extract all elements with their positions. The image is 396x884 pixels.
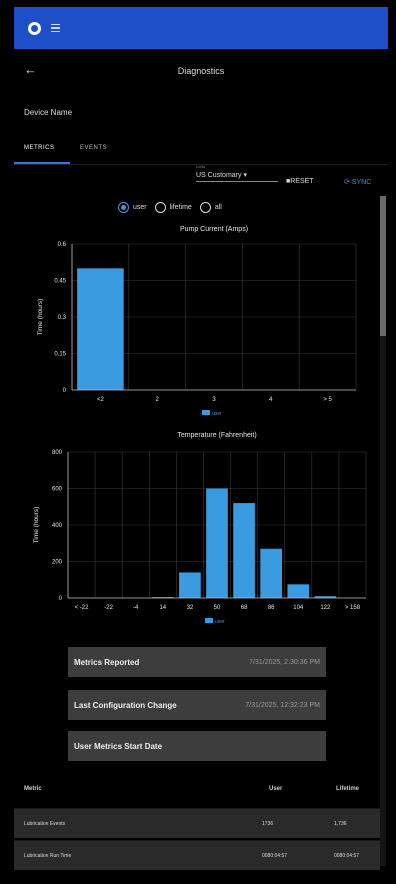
- cell-lifetime: 0080:04:57: [334, 853, 360, 859]
- y-axis-label: Time (hours): [37, 299, 44, 336]
- pump-current-chart: Pump Current (Amps) Time (hours) 0 0.15 0.3 0…: [37, 226, 357, 417]
- cell-user: 1736: [262, 821, 274, 827]
- x-tick-label: 14: [159, 605, 166, 611]
- chart-title: Temperature (Fahrenheit): [177, 432, 256, 439]
- y-tick-label: 400: [52, 523, 63, 529]
- bar: [260, 548, 283, 598]
- radio-user[interactable]: user: [118, 202, 147, 213]
- cell-metric: Lubrication Events: [24, 821, 66, 827]
- radio-icon[interactable]: [154, 202, 166, 213]
- tab-metrics[interactable]: METRICS: [14, 140, 70, 164]
- bar: [314, 596, 337, 598]
- metrics-table-header: Metric User Lifetime: [14, 768, 380, 808]
- x-tick-label: 104: [293, 605, 304, 611]
- y-tick-label: 0.3: [58, 315, 67, 321]
- tab-bar: METRICS EVENTS: [14, 140, 388, 164]
- scrollbar-track[interactable]: [380, 196, 386, 866]
- y-tick-label: 0.45: [54, 279, 66, 285]
- y-tick-label: 0: [59, 596, 63, 602]
- sync-button[interactable]: ⟳ SYNC: [344, 178, 371, 186]
- x-tick-label: < -22: [75, 605, 90, 611]
- x-tick-label: 86: [268, 605, 275, 611]
- logo-icon[interactable]: [28, 21, 41, 35]
- radio-label: lifetime: [169, 204, 192, 211]
- bar: [233, 503, 255, 598]
- x-tick-label: 3: [212, 397, 216, 403]
- units-select[interactable]: Units US Customary ▾: [196, 164, 278, 182]
- y-tick-label: 0: [63, 388, 67, 394]
- x-tick-label: -22: [104, 605, 113, 611]
- y-tick-label: 200: [52, 560, 63, 566]
- cell-lifetime: 1,736: [334, 821, 347, 827]
- y-axis-label: Time (hours): [33, 507, 40, 544]
- legend-swatch: [202, 410, 210, 415]
- info-label: Last Configuration Change: [74, 700, 177, 710]
- reset-label: RESET: [290, 178, 314, 185]
- x-tick-label: > 5: [323, 397, 332, 403]
- tab-divider: [14, 164, 388, 165]
- page-title: Diagnostics: [177, 66, 225, 76]
- user-metrics-start-date-button[interactable]: User Metrics Start Date: [68, 731, 326, 761]
- header-metric: Metric: [24, 786, 42, 792]
- app-bar: [14, 7, 388, 49]
- temperature-chart: Temperature (Fahrenheit) Time (hours) 0 200…: [33, 432, 367, 625]
- legend-swatch: [205, 618, 213, 623]
- back-arrow-icon[interactable]: ←: [24, 62, 37, 77]
- info-label: User Metrics Start Date: [74, 741, 163, 751]
- sync-icon: ⟳: [344, 179, 350, 186]
- units-value[interactable]: US Customary ▾: [196, 172, 247, 179]
- header-user: User: [269, 786, 283, 792]
- radio-icon[interactable]: [118, 202, 129, 213]
- chart-title: Pump Current (Amps): [180, 226, 248, 233]
- bar: [77, 268, 124, 390]
- radio-icon[interactable]: [199, 202, 211, 213]
- bar: [287, 584, 310, 598]
- scrollbar-thumb[interactable]: [380, 196, 386, 336]
- units-label: Units: [196, 164, 206, 169]
- y-tick-label: 0.15: [54, 352, 66, 358]
- tab-events[interactable]: EVENTS: [80, 145, 108, 151]
- range-radio-group: user lifetime all: [118, 202, 222, 213]
- radio-all[interactable]: all: [199, 202, 222, 213]
- x-tick-label: 2: [156, 397, 160, 403]
- info-value: 7/31/2025, 12:32:23 PM: [245, 701, 320, 709]
- table-row: Lubrication Events 1736 1,736: [14, 808, 380, 838]
- x-tick-label: 122: [320, 605, 331, 611]
- y-tick-label: 0.6: [58, 242, 67, 248]
- reset-button[interactable]: ■RESET: [286, 178, 314, 185]
- bar: [151, 597, 174, 598]
- device-name: Device Name: [24, 108, 73, 117]
- x-tick-label: <2: [97, 397, 105, 403]
- radio-label: user: [133, 204, 147, 211]
- reset-icon: ■: [286, 178, 291, 185]
- y-tick-label: 800: [52, 450, 63, 456]
- info-value: 7/31/2025, 2:30:36 PM: [249, 658, 320, 666]
- table-row: Lubrication Run Time 0080:04:57 0080:04:…: [14, 840, 380, 870]
- x-tick-label: 68: [241, 605, 248, 611]
- legend-label: user: [215, 619, 225, 625]
- x-tick-label: > 158: [345, 605, 361, 611]
- legend-label: user: [212, 411, 222, 417]
- x-tick-label: 32: [187, 605, 194, 611]
- units-underline: [196, 181, 278, 182]
- info-label: Metrics Reported: [74, 657, 140, 667]
- title-bar: ← Diagnostics: [14, 56, 388, 84]
- x-tick-label: 50: [214, 605, 221, 611]
- metrics-reported-button[interactable]: Metrics Reported 7/31/2025, 2:30:36 PM: [68, 647, 326, 677]
- bar: [206, 488, 228, 598]
- radio-label: all: [214, 204, 222, 211]
- radio-lifetime[interactable]: lifetime: [154, 202, 192, 213]
- y-tick-label: 600: [52, 487, 63, 493]
- x-tick-label: -4: [133, 605, 139, 611]
- header-lifetime: Lifetime: [336, 786, 360, 792]
- sync-label: SYNC: [351, 179, 372, 186]
- cell-user: 0080:04:57: [262, 853, 288, 859]
- bar: [179, 572, 201, 598]
- cell-metric: Lubrication Run Time: [24, 853, 72, 859]
- last-config-change-button[interactable]: Last Configuration Change 7/31/2025, 12:…: [68, 690, 326, 720]
- menu-icon[interactable]: [51, 23, 60, 33]
- x-tick-label: 4: [269, 397, 273, 403]
